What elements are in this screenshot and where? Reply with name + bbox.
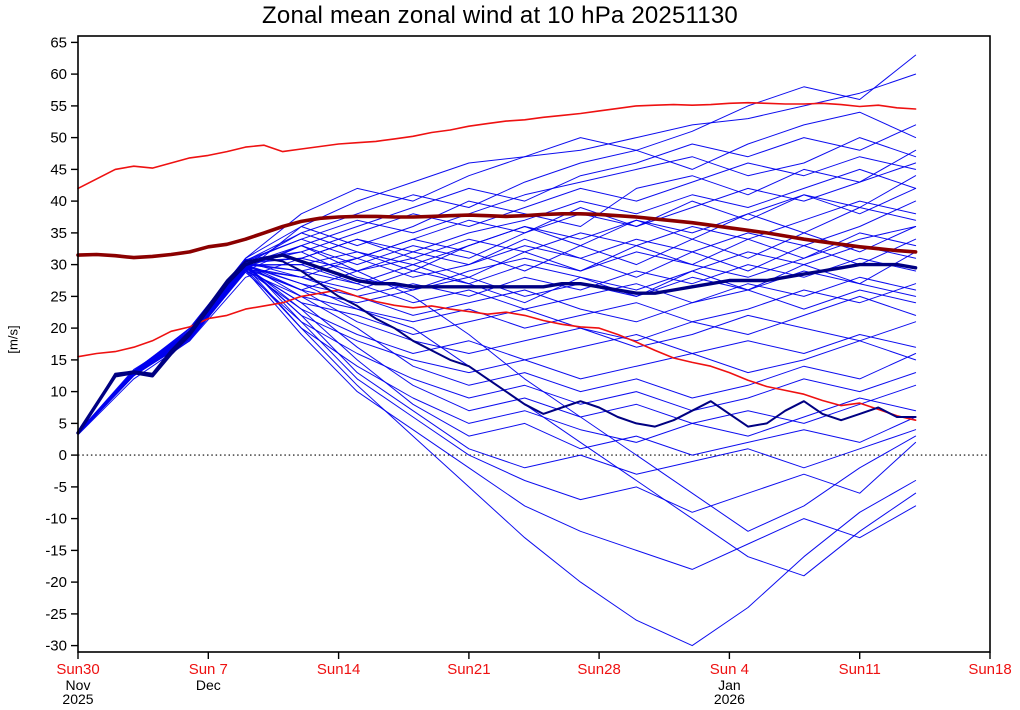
climatology-upper-line	[77, 101, 917, 190]
x-tick-label: Sun30	[56, 661, 99, 678]
x-tick-label: Sun28	[577, 661, 620, 678]
y-tick-label: 20	[50, 320, 67, 337]
x-tick-label: Sun11	[839, 661, 881, 678]
ensemble-member-line	[77, 263, 917, 433]
ensemble-member-line	[77, 226, 917, 434]
y-tick-label: 60	[50, 66, 67, 83]
y-tick-label: 40	[50, 193, 67, 210]
ensemble-member-line	[77, 264, 917, 456]
y-tick-label: 50	[50, 130, 67, 147]
y-tick-label: 0	[59, 447, 67, 464]
ensemble-member-line	[77, 73, 917, 436]
ensemble-member-line	[77, 269, 917, 570]
ensemble-member-line	[77, 149, 917, 433]
y-tick-label: 25	[50, 288, 67, 305]
ensemble-member-line	[77, 251, 917, 434]
x-tick-label: Sun18	[968, 661, 1011, 678]
y-tick-label: 5	[59, 415, 67, 432]
y-tick-label: 45	[50, 161, 67, 178]
ensemble-member-line	[77, 168, 917, 435]
ensemble-member-line	[77, 262, 917, 513]
y-tick-label: 30	[50, 257, 67, 274]
y-tick-label: -30	[45, 638, 67, 655]
ensemble-member-line	[77, 270, 917, 435]
y-tick-label: 65	[50, 34, 67, 51]
climatology-lower-line	[77, 289, 917, 422]
y-tick-label: 55	[50, 98, 67, 115]
ensemble-member-line	[77, 257, 917, 434]
y-tick-label: -15	[45, 542, 67, 559]
ensemble-member-line	[77, 162, 917, 434]
x-tick-sublabel: Dec	[196, 677, 221, 693]
y-tick-label: -20	[45, 574, 67, 591]
y-tick-label: -10	[45, 511, 67, 528]
x-tick-sublabel: 2025	[62, 691, 93, 707]
x-tick-sublabel: Nov	[66, 677, 91, 693]
y-tick-label: 15	[50, 352, 67, 369]
ensemble-member-line	[77, 226, 917, 433]
ensemble-member-line	[77, 54, 917, 434]
y-tick-label: 35	[50, 225, 67, 242]
y-tick-label: -25	[45, 606, 67, 623]
control-forecast-line	[77, 257, 917, 434]
ensemble-member-line	[77, 238, 917, 434]
x-tick-label: Sun 7	[189, 661, 228, 678]
y-tick-label: 10	[50, 384, 67, 401]
plot-frame	[77, 35, 991, 653]
ensemble-mean-line	[76, 253, 918, 435]
chart-title: Zonal mean zonal wind at 10 hPa 20251130	[262, 2, 738, 29]
x-tick-label: Sun21	[447, 661, 490, 678]
climatology-mean-line	[76, 212, 918, 260]
ensemble-member-line	[77, 124, 917, 435]
x-tick-sublabel: 2026	[714, 691, 745, 707]
y-tick-label: -5	[54, 479, 67, 496]
x-tick-label: Sun14	[317, 661, 360, 678]
x-tick-label: Sun 4	[710, 661, 749, 678]
x-tick-sublabel: Jan	[718, 677, 741, 693]
